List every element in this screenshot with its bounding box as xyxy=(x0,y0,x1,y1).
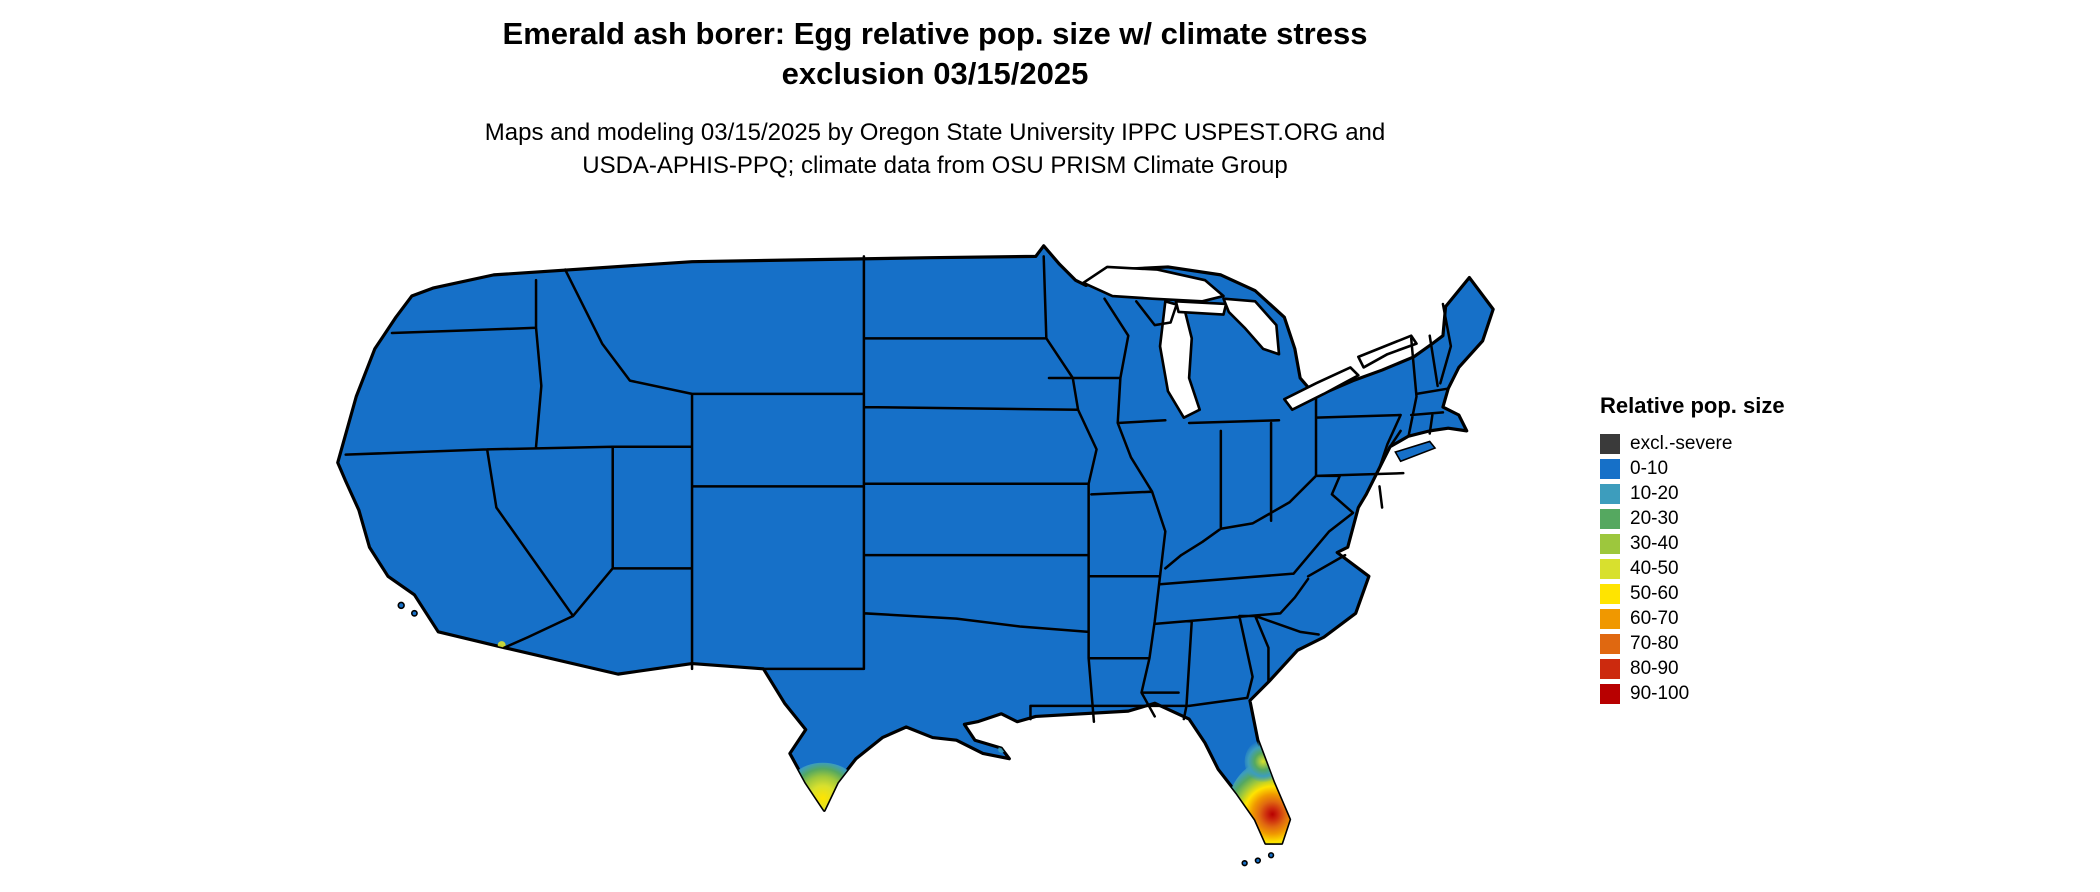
legend-row: 20-30 xyxy=(1600,506,1840,531)
legend-swatch xyxy=(1600,683,1620,704)
lake-michigan xyxy=(1158,299,1202,419)
legend: Relative pop. size excl.-severe 0-10 10-… xyxy=(1600,393,1840,706)
legend-row: 40-50 xyxy=(1600,556,1840,581)
legend-label: 90-100 xyxy=(1630,682,1690,704)
legend-swatch xyxy=(1600,483,1620,504)
lake-erie xyxy=(1282,366,1360,412)
state-boundaries xyxy=(344,255,1453,723)
lake-huron xyxy=(1222,297,1281,356)
legend-label: 30-40 xyxy=(1630,532,1679,554)
florida-key xyxy=(1267,852,1275,859)
figure-subtitle: Maps and modeling 03/15/2025 by Oregon S… xyxy=(0,116,1870,182)
legend-label: 10-20 xyxy=(1630,482,1679,504)
title-line-2: exclusion 03/15/2025 xyxy=(781,56,1089,91)
great-lakes xyxy=(1082,265,1418,419)
legend-swatch xyxy=(1600,658,1620,679)
conus-map-svg xyxy=(336,244,1495,867)
legend-label: 0-10 xyxy=(1630,457,1669,479)
legend-row: 60-70 xyxy=(1600,606,1840,631)
channel-island xyxy=(397,601,405,610)
legend-row: 90-100 xyxy=(1600,681,1840,706)
long-island xyxy=(1394,440,1437,463)
legend-label: 80-90 xyxy=(1630,657,1679,679)
conus-landmass xyxy=(336,244,1495,845)
legend-swatch xyxy=(1600,458,1620,479)
legend-swatch xyxy=(1600,608,1620,629)
florida-key xyxy=(1254,857,1262,864)
legend-row: excl.-severe xyxy=(1600,431,1840,456)
conus-map xyxy=(295,222,1565,883)
legend-label: 70-80 xyxy=(1630,632,1679,654)
hotspot-south-texas xyxy=(781,762,864,835)
figure-header: Emerald ash borer: Egg relative pop. siz… xyxy=(0,14,1870,182)
legend-row: 30-40 xyxy=(1600,531,1840,556)
legend-swatch xyxy=(1600,633,1620,654)
legend-row: 10-20 xyxy=(1600,481,1840,506)
islands xyxy=(397,440,1437,867)
legend-title: Relative pop. size xyxy=(1600,393,1785,418)
channel-island xyxy=(410,609,418,617)
page-title: Emerald ash borer: Egg relative pop. siz… xyxy=(0,14,1870,94)
legend-row: 80-90 xyxy=(1600,656,1840,681)
subtitle-line-1: Maps and modeling 03/15/2025 by Oregon S… xyxy=(484,119,1386,146)
legend-swatch xyxy=(1600,433,1620,454)
hotspot-central-florida xyxy=(1244,740,1282,783)
lake-superior xyxy=(1082,265,1225,303)
legend-swatch xyxy=(1600,533,1620,554)
legend-label: excl.-severe xyxy=(1630,432,1733,454)
title-line-1: Emerald ash borer: Egg relative pop. siz… xyxy=(502,16,1368,51)
legend-row: 50-60 xyxy=(1600,581,1840,606)
legend-swatch xyxy=(1600,583,1620,604)
legend-label: 20-30 xyxy=(1630,507,1679,529)
legend-row: 0-10 xyxy=(1600,456,1840,481)
legend-label: 60-70 xyxy=(1630,607,1679,629)
strait-of-mackinac xyxy=(1174,299,1228,316)
legend-swatch xyxy=(1600,508,1620,529)
legend-row: 70-80 xyxy=(1600,631,1840,656)
legend-label: 50-60 xyxy=(1630,582,1679,604)
legend-swatch xyxy=(1600,558,1620,579)
subtitle-line-2: USDA-APHIS-PPQ; climate data from OSU PR… xyxy=(582,152,1288,179)
legend-label: 40-50 xyxy=(1630,557,1679,579)
lake-ontario xyxy=(1357,334,1418,369)
florida-key xyxy=(1241,859,1248,867)
